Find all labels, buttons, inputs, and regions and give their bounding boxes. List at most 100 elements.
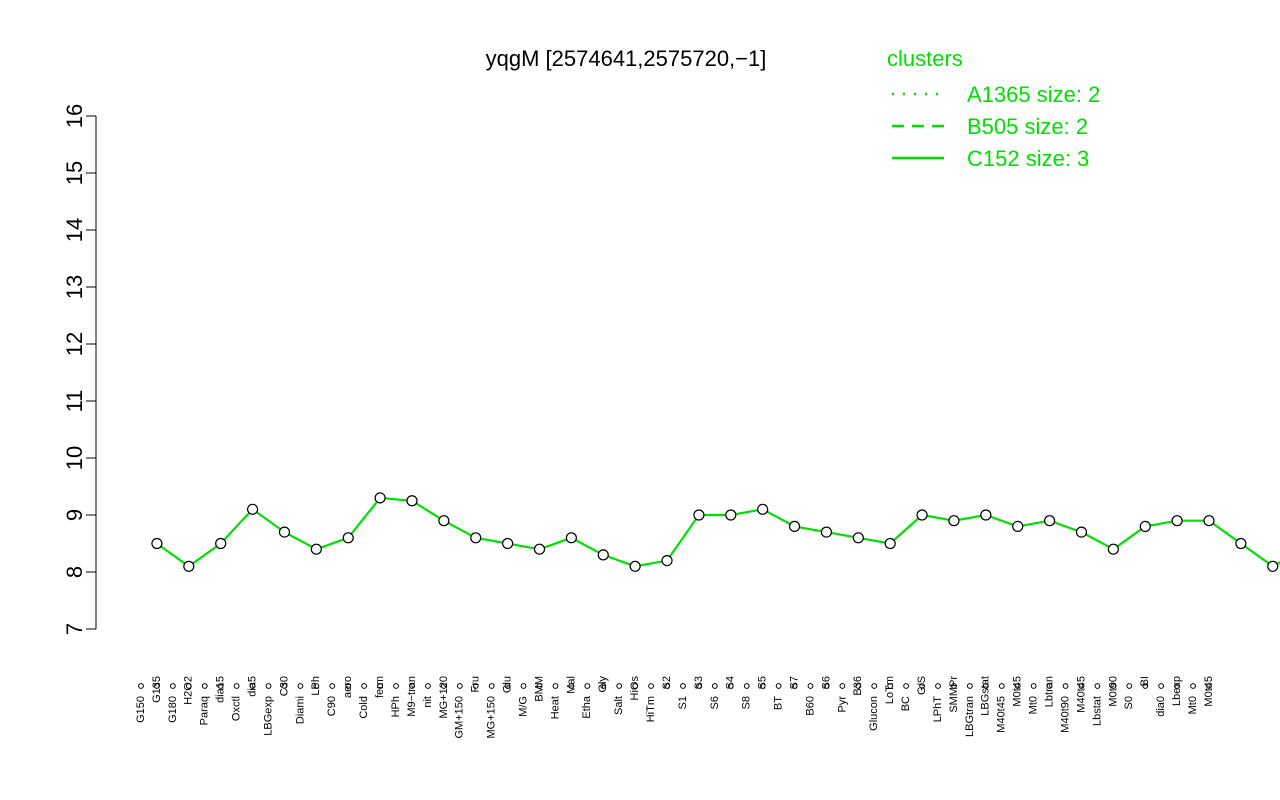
x-rug-mark bbox=[1190, 683, 1196, 689]
x-tick-label: Mal bbox=[565, 676, 577, 694]
x-tick-label: LPh bbox=[310, 676, 322, 696]
x-rug-mark bbox=[488, 683, 495, 689]
x-tick-label: HiOs bbox=[629, 676, 641, 701]
x-tick-label: M0t90 bbox=[1107, 676, 1119, 707]
x-rug-mark bbox=[1142, 683, 1149, 689]
x-rug-mark bbox=[1126, 683, 1133, 689]
x-tick-label: nit bbox=[422, 696, 434, 708]
data-point bbox=[406, 495, 418, 507]
x-rug-mark bbox=[409, 683, 415, 689]
y-tick-label: 9 bbox=[62, 509, 87, 521]
x-tick-label: C90 bbox=[326, 696, 338, 716]
data-point bbox=[629, 560, 641, 572]
x-rug-mark bbox=[217, 683, 224, 689]
y-tick-label: 8 bbox=[62, 566, 87, 578]
x-rug-mark bbox=[664, 683, 670, 689]
data-point bbox=[661, 554, 673, 567]
x-rug-mark bbox=[600, 683, 607, 689]
x-rug-mark bbox=[377, 683, 384, 689]
y-tick-label: 12 bbox=[62, 332, 87, 356]
data-point bbox=[980, 509, 992, 521]
x-rug-mark bbox=[871, 683, 878, 689]
x-rug-mark bbox=[1046, 683, 1053, 689]
x-rug-mark bbox=[919, 683, 925, 689]
x-rug-mark bbox=[696, 683, 702, 689]
data-point bbox=[788, 520, 801, 533]
x-rug-mark bbox=[1062, 683, 1069, 689]
x-tick-label: S6 bbox=[709, 696, 721, 709]
x-tick-label: S6 bbox=[820, 676, 832, 689]
x-tick-label: Glucon bbox=[868, 696, 880, 731]
x-rug-mark bbox=[201, 683, 208, 689]
x-tick-label: Heat bbox=[549, 696, 561, 719]
x-rug-mark bbox=[281, 683, 288, 689]
x-tick-label: C30 bbox=[278, 676, 290, 696]
x-tick-label: Glu bbox=[502, 676, 514, 693]
x-tick-label: Mt0 bbox=[1028, 696, 1040, 714]
x-tick-label: S0 bbox=[1123, 696, 1135, 709]
data-point bbox=[884, 537, 896, 550]
x-tick-label: LBGtran bbox=[964, 696, 976, 737]
x-rug-mark bbox=[265, 683, 272, 689]
x-tick-label: Fru bbox=[470, 676, 482, 693]
data-point bbox=[1043, 515, 1056, 527]
x-tick-label: B60 bbox=[804, 696, 816, 716]
data-point bbox=[916, 509, 928, 521]
x-tick-label: S1 bbox=[677, 696, 689, 709]
data-point bbox=[1171, 515, 1183, 527]
data-point bbox=[1012, 520, 1024, 533]
x-rug-mark bbox=[313, 683, 320, 689]
x-rug-mark bbox=[839, 683, 846, 689]
x-tick-label: M40t90 bbox=[1059, 696, 1071, 733]
x-rug-mark bbox=[1030, 683, 1037, 689]
x-tick-label: Gly bbox=[597, 676, 609, 693]
x-rug-mark bbox=[456, 683, 463, 689]
x-tick-label: Oxctl bbox=[231, 696, 243, 721]
legend-label: A1365 size: 2 bbox=[967, 82, 1100, 107]
y-tick-label: 7 bbox=[62, 623, 87, 635]
data-point bbox=[1267, 560, 1279, 572]
data-point bbox=[215, 537, 227, 550]
x-tick-label: Cold bbox=[358, 696, 370, 719]
x-tick-label: ferm bbox=[374, 676, 386, 698]
x-tick-label: Lbstat bbox=[1091, 696, 1103, 726]
x-tick-label: LPhT bbox=[932, 696, 944, 723]
x-rug-mark bbox=[759, 683, 766, 689]
y-tick-label: 14 bbox=[62, 218, 87, 242]
x-rug-mark bbox=[680, 683, 686, 689]
x-rug-mark bbox=[903, 683, 910, 689]
data-point bbox=[533, 543, 546, 555]
data-point bbox=[725, 509, 737, 521]
x-rug-mark bbox=[1094, 683, 1101, 689]
x-tick-label: LBGexp bbox=[262, 696, 274, 736]
data-point bbox=[502, 537, 514, 550]
y-axis: 7 8 9 10 11 12 13 14 15 16 bbox=[62, 104, 97, 635]
x-rug-mark bbox=[632, 683, 639, 689]
x-rug-mark bbox=[966, 683, 973, 689]
x-tick-label: H2O2 bbox=[183, 676, 195, 705]
data-point bbox=[757, 503, 769, 515]
data-point bbox=[342, 532, 354, 544]
x-tick-label: M40t45 bbox=[1075, 676, 1087, 713]
x-rug-mark bbox=[361, 683, 368, 689]
y-tick-label: 11 bbox=[62, 390, 87, 413]
data-point bbox=[310, 543, 322, 555]
x-rug-mark bbox=[584, 683, 591, 689]
x-rug-mark bbox=[504, 683, 511, 689]
x-tick-label: M0t45 bbox=[1203, 676, 1215, 707]
data-point bbox=[246, 503, 259, 515]
x-tick-label: LBGstat bbox=[980, 676, 992, 716]
x-tick-label: S2 bbox=[661, 676, 673, 689]
x-rug-mark bbox=[536, 683, 543, 689]
x-tick-label: Lbexp bbox=[1171, 676, 1183, 706]
data-point bbox=[1235, 537, 1247, 550]
x-tick-label: LoTm bbox=[884, 676, 896, 704]
x-tick-label: BT bbox=[773, 696, 785, 710]
data-point bbox=[470, 532, 482, 544]
x-tick-label: Paraq bbox=[199, 696, 211, 725]
x-rug-mark bbox=[1110, 683, 1117, 689]
x-rug-mark bbox=[743, 683, 750, 689]
x-rug-mark bbox=[329, 683, 336, 689]
x-rug-mark bbox=[154, 683, 160, 689]
